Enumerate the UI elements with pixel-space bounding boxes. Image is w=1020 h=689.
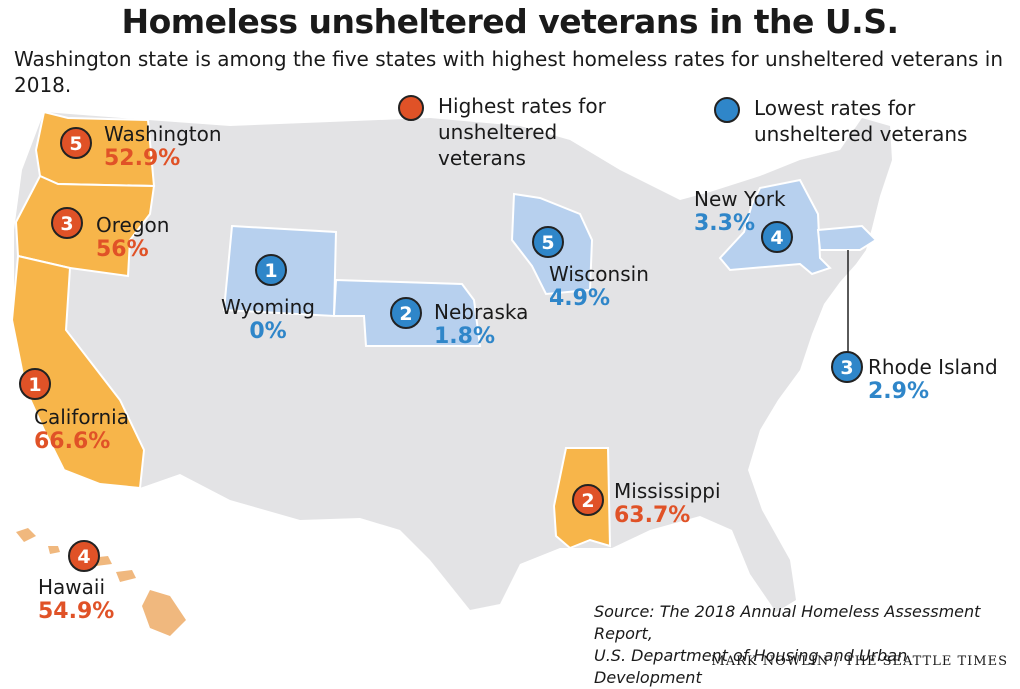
state-name: Nebraska — [434, 300, 529, 324]
rhode-island-shape — [816, 224, 878, 251]
svg-text:5: 5 — [541, 232, 554, 254]
badge-rhode-island: 3 — [831, 351, 863, 383]
label-nebraska: Nebraska 1.8% — [434, 300, 528, 349]
label-mississippi: Mississippi 63.7% — [614, 479, 721, 528]
state-pct: 52.9% — [104, 146, 181, 171]
svg-text:3: 3 — [60, 213, 73, 235]
map-subtitle: Washington state is among the five state… — [14, 47, 1004, 97]
credit: MARK NOWLIN / THE SEATTLE TIMES — [711, 654, 1008, 669]
state-name: Hawaii — [38, 575, 106, 599]
state-pct: 54.9% — [38, 599, 115, 624]
label-hawaii: Hawaii 54.9% — [38, 575, 114, 624]
badge-mississippi: 2 — [572, 484, 604, 516]
state-name: Wisconsin — [549, 262, 649, 286]
badge-wyoming: 1 — [255, 254, 287, 286]
label-wyoming: Wyoming 0% — [218, 295, 318, 344]
us-map: 5 3 1 4 2 1 2 5 4 3 — [10, 110, 892, 636]
label-wisconsin: Wisconsin 4.9% — [549, 262, 649, 311]
state-name: Washington — [104, 122, 222, 146]
state-name: Oregon — [96, 213, 170, 237]
svg-text:5: 5 — [69, 133, 82, 155]
source-note: Source: The 2018 Annual Homeless Assessm… — [594, 601, 1020, 689]
label-washington: Washington 52.9% — [104, 122, 222, 171]
legend-lowest-swatch — [714, 97, 740, 123]
svg-text:3: 3 — [840, 357, 853, 379]
state-pct: 1.8% — [434, 324, 496, 349]
svg-text:1: 1 — [28, 374, 41, 396]
badge-washington: 5 — [60, 127, 92, 159]
badge-nebraska: 2 — [390, 297, 422, 329]
source-line-1: Source: The 2018 Annual Homeless Assessm… — [594, 602, 981, 643]
state-name: Rhode Island — [868, 355, 998, 379]
state-name: New York — [694, 187, 786, 211]
hawaii-shape — [16, 528, 186, 636]
svg-text:4: 4 — [770, 227, 783, 249]
state-name: California — [34, 405, 129, 429]
legend-lowest-label: Lowest rates for unsheltered veterans — [754, 96, 968, 146]
legend-highest-swatch — [398, 95, 424, 121]
svg-text:2: 2 — [581, 490, 594, 512]
badge-new-york: 4 — [761, 221, 793, 253]
state-pct: 3.3% — [694, 211, 756, 236]
badge-wisconsin: 5 — [532, 226, 564, 258]
svg-text:1: 1 — [264, 260, 277, 282]
label-new-york: New York 3.3% — [694, 187, 786, 236]
label-rhode-island: Rhode Island 2.9% — [868, 355, 998, 404]
state-name: Mississippi — [614, 479, 721, 503]
state-pct: 63.7% — [614, 503, 691, 528]
state-name: Wyoming — [221, 295, 315, 319]
label-california: California 66.6% — [34, 405, 129, 454]
badge-california: 1 — [19, 368, 51, 400]
state-pct: 4.9% — [549, 286, 611, 311]
state-pct: 2.9% — [868, 379, 930, 404]
badge-oregon: 3 — [51, 207, 83, 239]
state-pct: 0% — [249, 319, 287, 344]
map-title: Homeless unsheltered veterans in the U.S… — [121, 2, 899, 41]
state-pct: 66.6% — [34, 429, 111, 454]
legend-highest-label: Highest rates for unsheltered veterans — [438, 94, 606, 170]
label-oregon: Oregon 56% — [96, 213, 169, 262]
svg-text:4: 4 — [77, 546, 90, 568]
state-pct: 56% — [96, 237, 149, 262]
svg-text:2: 2 — [399, 303, 412, 325]
oregon-shape — [14, 174, 156, 278]
badge-hawaii: 4 — [68, 540, 100, 572]
